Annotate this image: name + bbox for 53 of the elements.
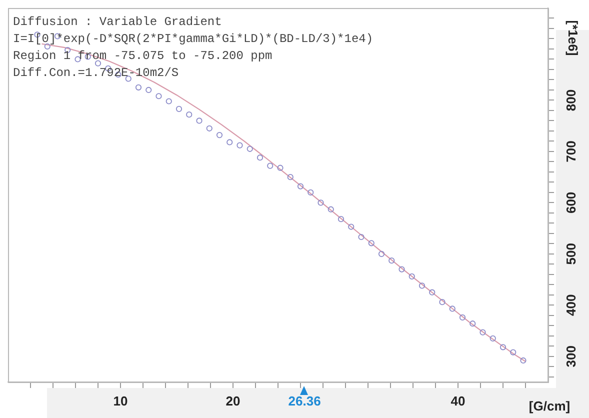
point [135,84,142,90]
y-tick-label: 500 [564,243,579,265]
x-tick-label: 40 [450,393,466,408]
text: Diffusion : Variable Gradient [13,15,222,30]
y-tick-label: 700 [564,140,579,162]
annotation: I=I[0]*exp(-D*SQR(2*PI*gamma*Gi*LD)*(BD-LD/3)*1e4) [13,32,374,46]
point [368,240,374,246]
y-tick-label: 300 [564,346,579,368]
point [166,98,172,104]
point [196,118,202,124]
y-tick-label: 800 [564,89,579,112]
point [277,164,284,171]
point [470,320,476,327]
point [287,174,294,180]
point [328,206,334,212]
point [256,154,264,161]
point [449,306,456,312]
point [206,125,212,132]
y-axis-title: [*1e6] [565,20,580,56]
point [176,106,182,112]
point [338,216,344,222]
y-tick-label: 600 [564,192,579,214]
point [388,258,395,264]
x-tick-label: 26.36 [288,393,321,408]
x-axis-title: [G/cm] [528,398,570,414]
point [510,349,516,356]
point [236,142,243,148]
point [490,335,496,342]
point [398,266,405,272]
x-tick-label: 10 [113,393,128,408]
point [408,273,415,280]
point [439,299,446,306]
point [156,93,162,100]
point [186,112,192,118]
point [358,234,364,240]
point [348,224,354,230]
point [418,282,426,289]
point [308,189,314,196]
point [267,162,274,169]
point [297,183,304,190]
x-tick-label: 20 [226,393,240,408]
point [378,250,385,257]
point [226,139,233,146]
point [216,132,223,138]
y-tick-label: 400 [564,294,579,316]
point [480,329,486,336]
point [429,289,436,296]
point [246,146,253,152]
point [318,200,324,206]
point [459,314,466,320]
point [146,86,152,94]
point [500,344,506,350]
point [520,357,526,364]
